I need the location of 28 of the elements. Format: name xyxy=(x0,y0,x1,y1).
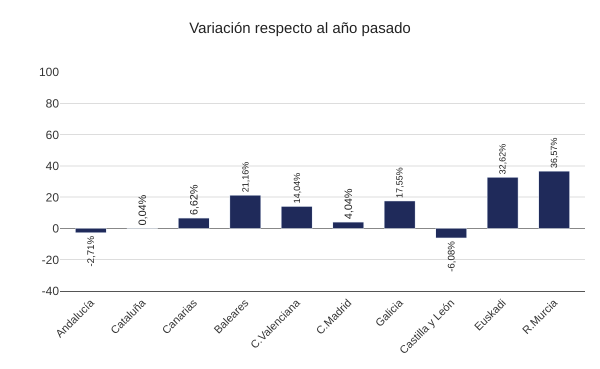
y-tick-label: 100 xyxy=(38,65,60,80)
data-label: 14,04% xyxy=(292,172,302,204)
bar xyxy=(178,218,210,229)
bar xyxy=(384,200,416,229)
bar xyxy=(281,206,312,229)
y-tick-label: 20 xyxy=(46,190,60,204)
data-label: 36,57% xyxy=(549,138,560,168)
bar xyxy=(435,228,467,238)
y-tick-label: 0 xyxy=(52,222,60,236)
data-label: -6,08% xyxy=(446,240,458,272)
chart-title: Variación respecto al año pasado xyxy=(189,20,411,37)
bar xyxy=(538,170,570,229)
bar xyxy=(332,222,364,229)
data-label: 32,62% xyxy=(498,144,508,174)
bar xyxy=(486,177,518,229)
bar xyxy=(75,228,107,233)
data-label: 0,04% xyxy=(136,194,149,226)
data-label: 17,55% xyxy=(394,167,405,198)
y-tick-label: 40 xyxy=(46,159,60,174)
data-label: 4,04% xyxy=(342,188,355,220)
data-label: 6,62% xyxy=(188,184,200,216)
y-tick-label: 60 xyxy=(46,128,60,142)
bar xyxy=(230,195,261,229)
data-label: -2,71% xyxy=(86,236,98,267)
y-tick-label: -40 xyxy=(42,284,60,298)
y-tick-label: 80 xyxy=(46,96,60,110)
data-label: 21,16% xyxy=(240,162,250,192)
y-tick-label: -20 xyxy=(42,252,60,267)
